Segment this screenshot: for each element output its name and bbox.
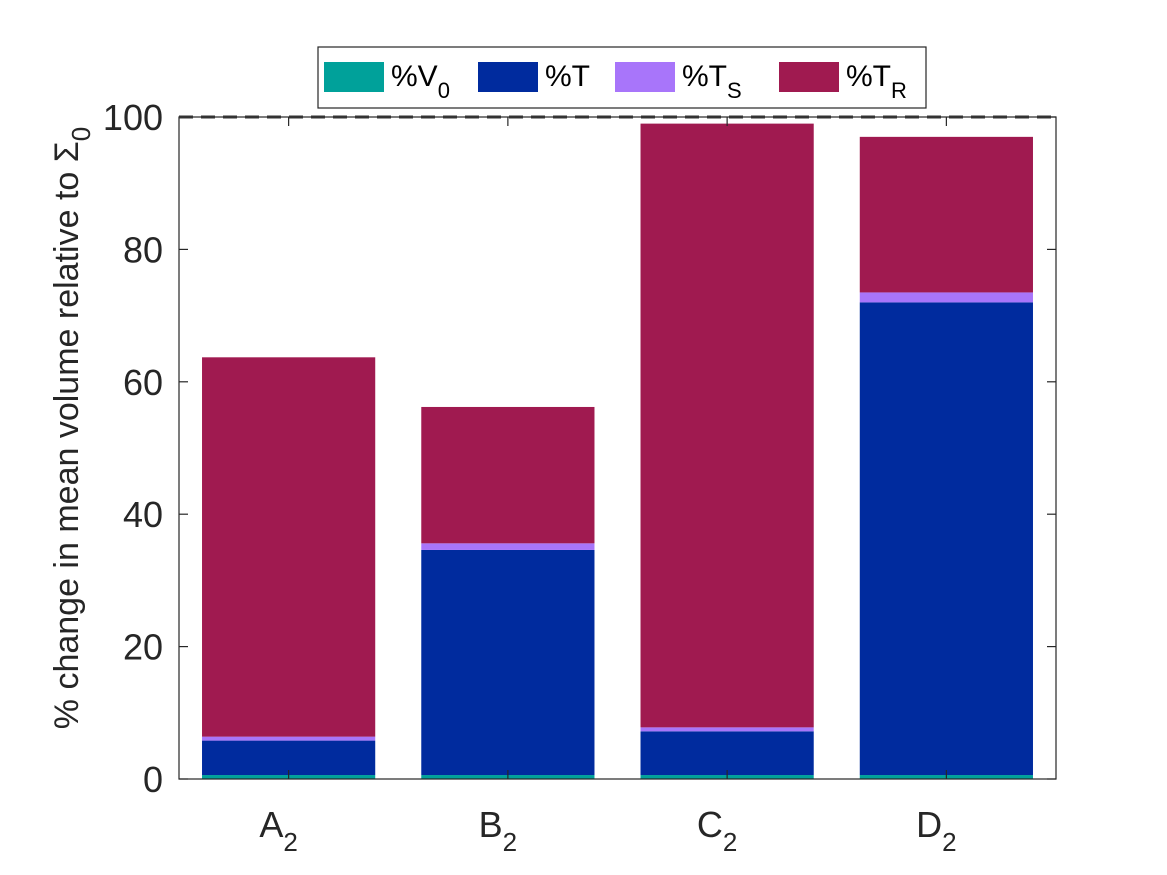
y-axis-title: % change in mean volume relative to Σ0 (48, 127, 96, 729)
bars-layer (202, 123, 1033, 779)
bar-segment-a-series-1 (202, 740, 376, 776)
x-tick-label-b: B2 (479, 804, 517, 857)
y-tick-label-0: 0 (143, 759, 163, 800)
bar-segment-d-series-1 (859, 302, 1033, 776)
x-tick-label-a: A2 (259, 804, 297, 857)
legend-label-1: %T (545, 60, 590, 93)
bar-segment-b-series-2 (421, 543, 595, 550)
legend-swatch-2 (615, 62, 675, 92)
y-tick-label-100: 100 (103, 97, 163, 138)
y-tick-label-60: 60 (123, 362, 163, 403)
plot-frame (178, 116, 1057, 780)
y-axis-label: % change in mean volume relative to Σ0 (48, 127, 96, 729)
bar-segment-c-series-1 (640, 731, 814, 776)
bar-segment-d-series-2 (859, 292, 1033, 303)
x-tick-label-c: C2 (697, 804, 737, 857)
bar-segment-d-series-3 (859, 136, 1033, 293)
legend: %V0 %T %TS %TR (317, 46, 927, 109)
y-tick-label-80: 80 (123, 229, 163, 270)
bar-segment-a-series-2 (202, 736, 376, 741)
y-tick-label-40: 40 (123, 494, 163, 535)
bar-segment-a-series-3 (202, 357, 376, 737)
bar-segment-b-series-3 (421, 406, 595, 544)
tick-labels: 0 20 40 60 80 100 A2 B2 C2 D2 (103, 97, 957, 857)
x-tick-label-d: D2 (916, 804, 956, 857)
y-tick-label-20: 20 (123, 627, 163, 668)
bar-segment-b-series-1 (421, 549, 595, 776)
bar-segment-c-series-3 (640, 123, 814, 728)
bar-segment-c-series-2 (640, 727, 814, 732)
legend-swatch-0 (324, 62, 384, 92)
legend-swatch-1 (478, 62, 538, 92)
legend-swatch-3 (779, 62, 839, 92)
